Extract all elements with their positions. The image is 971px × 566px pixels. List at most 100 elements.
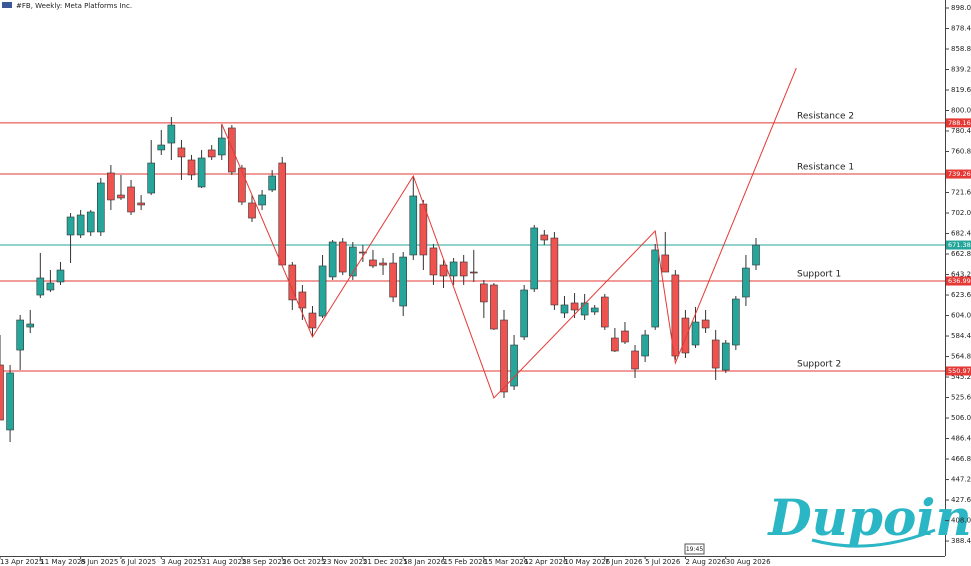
candle-body bbox=[621, 330, 629, 343]
time-badge: 19:45 bbox=[686, 546, 703, 553]
candle-body bbox=[550, 237, 559, 306]
zigzag-line bbox=[221, 67, 797, 399]
y-tick-label: 388.40 bbox=[951, 537, 971, 545]
candle-body bbox=[197, 157, 206, 188]
candle-body bbox=[97, 182, 105, 233]
candle-body bbox=[177, 147, 186, 158]
y-tick-label: 819.60 bbox=[951, 86, 971, 94]
candle-body bbox=[570, 302, 579, 311]
level-price-box bbox=[946, 366, 971, 376]
candle-body bbox=[298, 291, 307, 309]
candle-body bbox=[742, 267, 750, 298]
y-tick-label: 408.00 bbox=[951, 517, 971, 525]
candle-body bbox=[611, 337, 619, 352]
candle-body bbox=[661, 254, 670, 273]
x-tick-label: 7 Jun 2026 bbox=[605, 558, 643, 566]
level-name: Resistance 2 bbox=[797, 111, 854, 121]
candle-body bbox=[359, 251, 367, 254]
candle-body bbox=[268, 175, 276, 191]
y-tick-label: 525.60 bbox=[951, 394, 971, 402]
y-tick-label: 858.80 bbox=[951, 45, 971, 53]
x-tick-label: 13 Apr 2025 bbox=[0, 558, 43, 566]
y-tick-label: 800.00 bbox=[951, 107, 971, 115]
candle-body bbox=[439, 264, 448, 277]
candle-body bbox=[238, 167, 246, 203]
y-tick-label: 447.20 bbox=[951, 476, 971, 484]
x-tick-label: 10 May 2026 bbox=[564, 558, 610, 566]
candle-body bbox=[580, 302, 589, 316]
candle-body bbox=[248, 202, 256, 219]
y-tick-label: 466.80 bbox=[951, 455, 971, 463]
candle-body bbox=[671, 274, 680, 357]
x-tick-label: 15 Mar 2026 bbox=[484, 558, 529, 566]
candle-body bbox=[117, 194, 125, 199]
y-tick-label: 839.20 bbox=[951, 66, 971, 74]
x-tick-label: 8 Jun 2025 bbox=[81, 558, 119, 566]
x-tick-label: 2 Aug 2026 bbox=[685, 558, 726, 566]
y-tick-label: 506.00 bbox=[951, 414, 971, 422]
level-price-box bbox=[946, 276, 971, 286]
y-tick-label: 682.40 bbox=[951, 230, 971, 238]
y-tick-label: 643.20 bbox=[951, 271, 971, 279]
candle-body bbox=[510, 344, 518, 387]
candle-body bbox=[348, 246, 357, 277]
y-tick-label: 662.80 bbox=[951, 250, 971, 258]
candle-body bbox=[560, 304, 569, 314]
candle-body bbox=[520, 289, 528, 338]
candle-body bbox=[66, 216, 75, 236]
candle-body bbox=[490, 284, 498, 330]
level-price-label: 788.16 bbox=[948, 119, 971, 127]
chart-title: #FB, Weekly: Meta Platforms Inc. bbox=[16, 2, 132, 10]
candle-body bbox=[157, 144, 166, 151]
symbol-icon bbox=[2, 2, 12, 8]
candle-body bbox=[46, 282, 55, 291]
y-tick-label: 623.60 bbox=[951, 291, 971, 299]
x-tick-label: 11 May 2025 bbox=[40, 558, 86, 566]
y-tick-label: 564.80 bbox=[951, 353, 971, 361]
candle-body bbox=[16, 319, 24, 351]
x-tick-label: 18 Jan 2026 bbox=[403, 558, 446, 566]
candle-body bbox=[752, 244, 760, 266]
level-price-box bbox=[946, 240, 971, 250]
candle-body bbox=[379, 262, 387, 266]
level-price-box bbox=[946, 118, 971, 128]
candle-body bbox=[338, 241, 347, 273]
candle-body bbox=[328, 241, 337, 278]
candle-body bbox=[651, 249, 660, 328]
candle-body bbox=[600, 296, 609, 328]
candle-body bbox=[107, 172, 115, 201]
candle-body bbox=[207, 149, 216, 158]
x-tick-label: 3 Aug 2025 bbox=[161, 558, 201, 566]
logo-swoosh bbox=[811, 528, 936, 548]
level-price-box bbox=[946, 169, 971, 179]
candle-body bbox=[459, 261, 468, 277]
candle-body bbox=[429, 247, 438, 276]
x-tick-label: 12 Apr 2026 bbox=[524, 558, 568, 566]
candle-body bbox=[318, 265, 327, 317]
candle-body bbox=[409, 195, 418, 256]
candle-body bbox=[590, 307, 599, 313]
candle-body bbox=[389, 262, 397, 298]
candle-body bbox=[631, 350, 639, 370]
level-price-label: 671.38 bbox=[948, 241, 971, 249]
candle-body bbox=[691, 321, 700, 346]
y-tick-label: 486.40 bbox=[951, 435, 971, 443]
x-tick-label: 28 Sep 2025 bbox=[242, 558, 286, 566]
candle-body bbox=[187, 159, 196, 176]
candle-body bbox=[480, 283, 488, 303]
level-price-label: 550.97 bbox=[948, 367, 971, 375]
candle-body bbox=[278, 162, 287, 266]
candle-body bbox=[137, 202, 145, 206]
y-tick-label: 898.00 bbox=[951, 4, 971, 12]
candle-body bbox=[500, 319, 508, 393]
x-tick-label: 26 Oct 2025 bbox=[282, 558, 325, 566]
candle-body bbox=[36, 277, 45, 296]
y-tick-label: 721.60 bbox=[951, 189, 971, 197]
x-tick-label: 23 Nov 2025 bbox=[323, 558, 368, 566]
candle-body bbox=[711, 339, 720, 369]
candle-body bbox=[721, 342, 730, 371]
level-price-label: 739.26 bbox=[948, 170, 971, 178]
y-tick-label: 702.00 bbox=[951, 209, 971, 217]
